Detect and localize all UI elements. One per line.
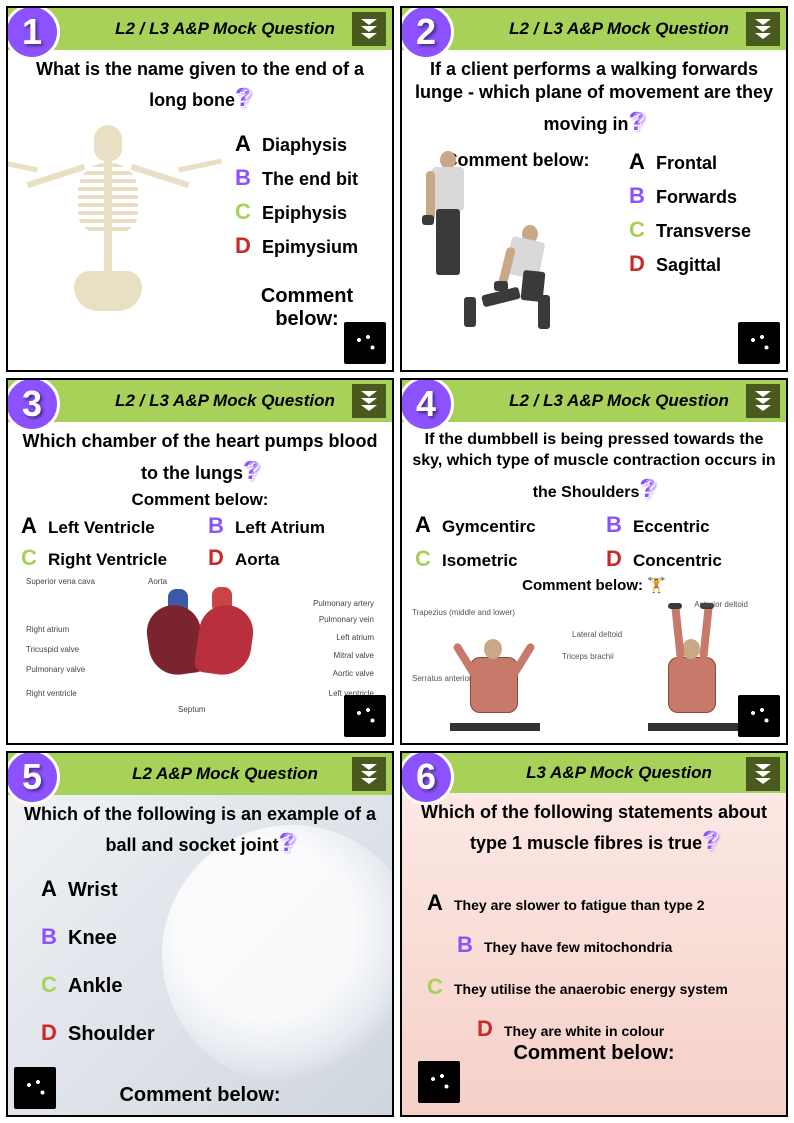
card-body: If a client performs a walking forwards …: [402, 50, 786, 370]
question-mark-icon: ?: [639, 472, 655, 506]
card-body: Which of the following is an example of …: [8, 795, 392, 1115]
answer-option: BLeft Atrium: [205, 513, 382, 539]
question-text: Which of the following statements about …: [412, 801, 776, 858]
question-card-3: 3 L2 / L3 A&P Mock Question Which chambe…: [6, 378, 394, 744]
answer-option: DAorta: [205, 545, 382, 571]
brand-logo: [418, 1061, 460, 1103]
question-mark-icon: ?: [629, 105, 645, 139]
card-header: L2 / L3 A&P Mock Question: [402, 380, 786, 422]
chevron-down-icon: [746, 757, 780, 791]
answer-option: AFrontal: [626, 149, 776, 175]
question-mark-icon: ?: [235, 81, 251, 115]
card-header: L2 / L3 A&P Mock Question: [402, 8, 786, 50]
chevron-down-icon: [352, 384, 386, 418]
question-text: Which chamber of the heart pumps blood t…: [18, 430, 382, 511]
heart-diagram: Aorta Superior vena cava Pulmonary arter…: [18, 577, 382, 737]
card-header: L2 / L3 A&P Mock Question: [8, 380, 392, 422]
question-card-4: 4 L2 / L3 A&P Mock Question If the dumbb…: [400, 378, 788, 744]
answer-option: DShoulder: [38, 1020, 382, 1046]
comment-prompt: Comment below:: [412, 1042, 776, 1067]
skeleton-image: [18, 121, 232, 364]
question-mark-icon: ?: [702, 824, 718, 858]
chevron-down-icon: [352, 12, 386, 46]
card-header: L3 A&P Mock Question: [402, 753, 786, 793]
answer-option: BEccentric: [603, 512, 776, 538]
answer-list: AWrist BKnee CAnkle DShoulder: [38, 876, 382, 1046]
answer-option: BThe end bit: [232, 165, 382, 191]
chevron-down-icon: [746, 384, 780, 418]
question-card-5: 5 L2 A&P Mock Question Which of the foll…: [6, 751, 394, 1117]
answer-option: DSagittal: [626, 251, 776, 277]
answer-option: DEpimysium: [232, 233, 382, 259]
answer-list: AGymcentirc BEccentric CIsometric DConce…: [412, 512, 776, 572]
card-grid: 1 L2 / L3 A&P Mock Question What is the …: [6, 6, 788, 1117]
comment-prompt: Comment below:: [18, 1084, 382, 1109]
answer-option: CRight Ventricle: [18, 545, 195, 571]
lunge-image: Comment below:: [412, 145, 622, 365]
answer-option: CEpiphysis: [232, 199, 382, 225]
number-badge: 5: [6, 751, 60, 805]
answer-option: AThey are slower to fatigue than type 2: [424, 890, 776, 916]
brand-logo: [738, 695, 780, 737]
question-card-2: 2 L2 / L3 A&P Mock Question If a client …: [400, 6, 788, 372]
answer-option: CThey utilise the anaerobic energy syste…: [424, 974, 776, 1000]
question-card-6: 6 L3 A&P Mock Question Which of the foll…: [400, 751, 788, 1117]
brand-logo: [344, 322, 386, 364]
answer-option: ALeft Ventricle: [18, 513, 195, 539]
chevron-down-icon: [352, 757, 386, 791]
answer-option: CAnkle: [38, 972, 382, 998]
answer-option: AWrist: [38, 876, 382, 902]
question-card-1: 1 L2 / L3 A&P Mock Question What is the …: [6, 6, 394, 372]
question-mark-icon: ?: [243, 454, 259, 488]
answer-option: BKnee: [38, 924, 382, 950]
answer-option: CTransverse: [626, 217, 776, 243]
card-body: If the dumbbell is being pressed towards…: [402, 422, 786, 742]
brand-logo: [14, 1067, 56, 1109]
answer-option: AGymcentirc: [412, 512, 585, 538]
question-text: If a client performs a walking forwards …: [412, 58, 776, 139]
card-body: Which chamber of the heart pumps blood t…: [8, 422, 392, 742]
card-body: Which of the following statements about …: [402, 793, 786, 1115]
brand-logo: [344, 695, 386, 737]
question-text: Which of the following is an example of …: [18, 803, 382, 860]
card-header: L2 A&P Mock Question: [8, 753, 392, 795]
answer-option: BForwards: [626, 183, 776, 209]
muscle-diagram: Trapezius (middle and lower) Anterior de…: [412, 594, 776, 737]
card-body: What is the name given to the end of a l…: [8, 50, 392, 370]
header-title: L2 / L3 A&P Mock Question: [8, 19, 392, 39]
answer-option: DConcentric: [603, 546, 776, 572]
question-mark-icon: ?: [279, 826, 295, 860]
number-badge: 6: [400, 751, 454, 805]
badge-number: 1: [22, 14, 42, 50]
question-text: If the dumbbell is being pressed towards…: [412, 430, 776, 505]
card-header: L2 / L3 A&P Mock Question: [8, 8, 392, 50]
answer-option: DThey are white in colour: [474, 1016, 776, 1042]
answer-option: CIsometric: [412, 546, 585, 572]
answer-list: AThey are slower to fatigue than type 2 …: [424, 890, 776, 1042]
answer-option: BThey have few mitochondria: [454, 932, 776, 958]
chevron-down-icon: [746, 12, 780, 46]
brand-logo: [738, 322, 780, 364]
answer-option: ADiaphysis: [232, 131, 382, 157]
answer-list: ALeft Ventricle BLeft Atrium CRight Vent…: [18, 513, 382, 571]
question-text: What is the name given to the end of a l…: [18, 58, 382, 115]
